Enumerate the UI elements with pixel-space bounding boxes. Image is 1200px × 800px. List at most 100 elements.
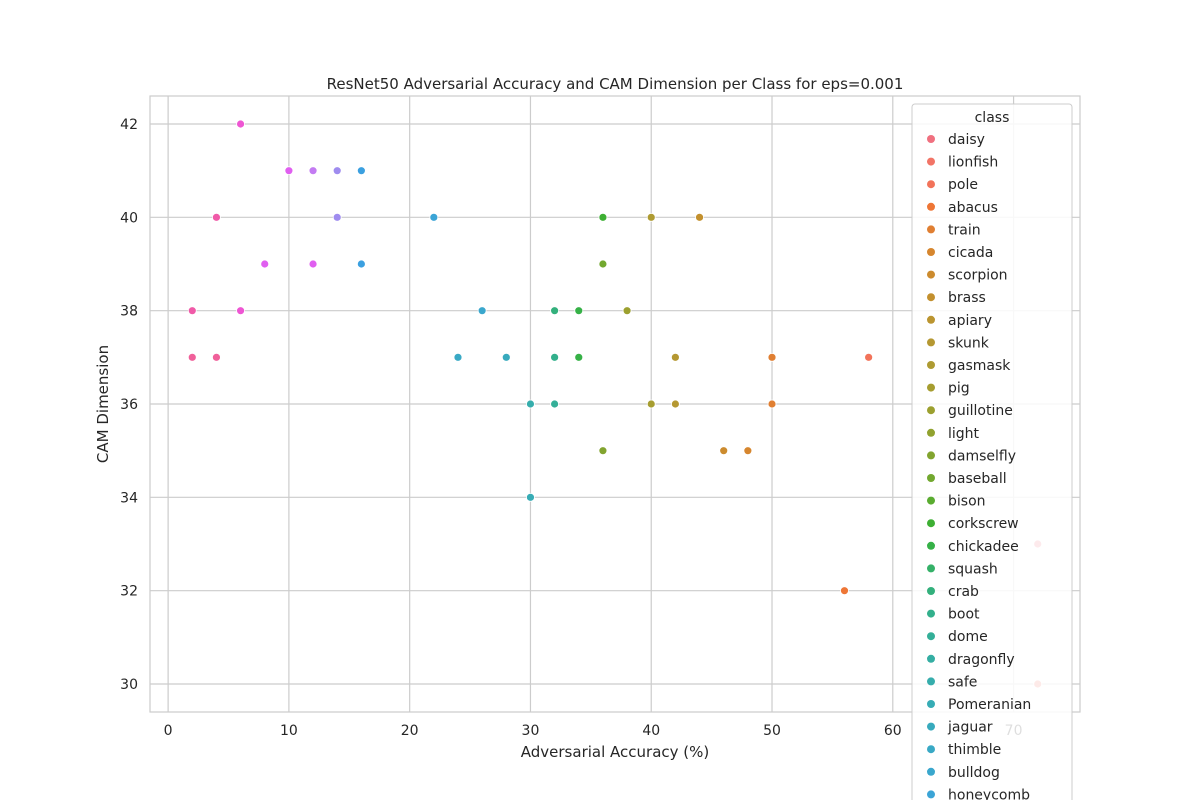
legend-label: light xyxy=(948,426,980,442)
data-point xyxy=(550,306,560,316)
legend-label: guillotine xyxy=(948,403,1013,419)
data-point xyxy=(622,306,632,316)
legend-marker xyxy=(927,767,935,776)
legend-marker xyxy=(927,406,935,415)
legend-marker xyxy=(927,745,935,754)
legend-marker xyxy=(927,474,935,482)
legend-label: boot xyxy=(948,607,980,623)
legend-marker xyxy=(927,383,935,392)
y-axis-ticks: 30 32 34 36 38 40 42 xyxy=(120,117,138,693)
legend-label: cicada xyxy=(948,245,993,261)
data-point xyxy=(840,586,849,596)
legend-label: bulldog xyxy=(948,765,1000,781)
legend-label: skunk xyxy=(948,335,990,351)
legend-marker xyxy=(927,564,935,573)
legend-marker xyxy=(927,135,935,143)
y-axis-label: CAM Dimension xyxy=(94,345,112,463)
legend-label: corkscrew xyxy=(948,516,1019,532)
y-tick-label: 30 xyxy=(120,677,138,693)
legend-label: dragonfly xyxy=(948,652,1015,668)
data-point xyxy=(187,306,197,316)
legend-marker xyxy=(927,700,935,708)
legend-marker xyxy=(927,202,935,211)
x-tick-label: 60 xyxy=(884,723,902,739)
legend-label: honeycomb xyxy=(948,787,1030,800)
data-point xyxy=(670,399,680,409)
x-tick-label: 30 xyxy=(522,723,540,739)
data-point xyxy=(864,352,874,362)
legend-label: abacus xyxy=(948,200,998,216)
data-point xyxy=(598,446,608,456)
data-point xyxy=(670,352,680,362)
legend-label: damselfly xyxy=(948,448,1016,464)
legend-label: brass xyxy=(948,290,986,306)
y-tick-label: 38 xyxy=(120,304,138,320)
legend-marker xyxy=(927,361,935,369)
legend-label: train xyxy=(948,222,981,238)
legend-label: pole xyxy=(948,177,978,193)
legend-marker xyxy=(927,180,935,189)
legend-label: Pomeranian xyxy=(948,697,1031,713)
legend-marker xyxy=(927,587,935,595)
legend-label: scorpion xyxy=(948,268,1008,284)
data-point xyxy=(767,399,777,409)
data-point xyxy=(284,166,294,176)
data-points xyxy=(187,119,1043,689)
legend-marker xyxy=(927,632,935,641)
legend-marker xyxy=(927,609,935,618)
x-axis-ticks: 010203040506070 xyxy=(164,723,1023,739)
legend-label: crab xyxy=(948,584,979,600)
data-point xyxy=(550,352,560,362)
x-axis-label: Adversarial Accuracy (%) xyxy=(521,743,709,761)
data-point xyxy=(332,212,342,222)
legend-marker xyxy=(927,654,935,663)
data-point xyxy=(356,259,366,269)
chart-title: ResNet50 Adversarial Accuracy and CAM Di… xyxy=(327,75,904,93)
data-point xyxy=(646,399,656,409)
x-tick-label: 0 xyxy=(164,723,173,739)
legend-label: chickadee xyxy=(948,539,1019,555)
legend-marker xyxy=(927,722,935,731)
legend-marker xyxy=(927,225,935,234)
legend-marker xyxy=(927,270,935,279)
data-point xyxy=(646,212,656,222)
y-tick-label: 42 xyxy=(120,117,138,133)
legend-marker xyxy=(927,338,935,347)
data-point xyxy=(212,352,221,362)
legend-label: pig xyxy=(948,381,970,397)
legend-label: thimble xyxy=(948,742,1001,758)
legend: class daisy lionfish pole abacus train cicada… xyxy=(911,103,1073,800)
data-point xyxy=(550,399,560,409)
legend-title: class xyxy=(975,110,1010,126)
y-tick-label: 36 xyxy=(120,397,138,413)
legend-label: squash xyxy=(948,561,998,577)
x-tick-label: 20 xyxy=(401,723,419,739)
data-point xyxy=(429,212,439,222)
data-point xyxy=(308,259,318,269)
legend-box xyxy=(911,103,1073,800)
y-tick-label: 40 xyxy=(120,210,138,226)
x-tick-label: 40 xyxy=(642,723,660,739)
data-point xyxy=(356,166,366,176)
legend-marker xyxy=(927,451,935,460)
data-point xyxy=(598,259,608,269)
legend-label: dome xyxy=(948,629,988,645)
legend-marker xyxy=(927,428,935,437)
legend-marker xyxy=(927,541,935,550)
legend-marker xyxy=(927,315,935,324)
data-point xyxy=(526,492,535,502)
x-tick-label: 10 xyxy=(280,723,298,739)
data-point xyxy=(719,446,729,456)
data-point xyxy=(453,352,463,362)
data-point xyxy=(236,119,245,129)
data-point xyxy=(574,352,584,362)
legend-label: safe xyxy=(948,674,977,690)
legend-marker xyxy=(927,248,935,256)
data-point xyxy=(501,352,511,362)
data-point xyxy=(212,212,221,222)
legend-label: gasmask xyxy=(948,358,1011,374)
plot-frame xyxy=(149,95,1081,713)
legend-marker xyxy=(927,677,935,686)
legend-label: daisy xyxy=(948,132,985,148)
